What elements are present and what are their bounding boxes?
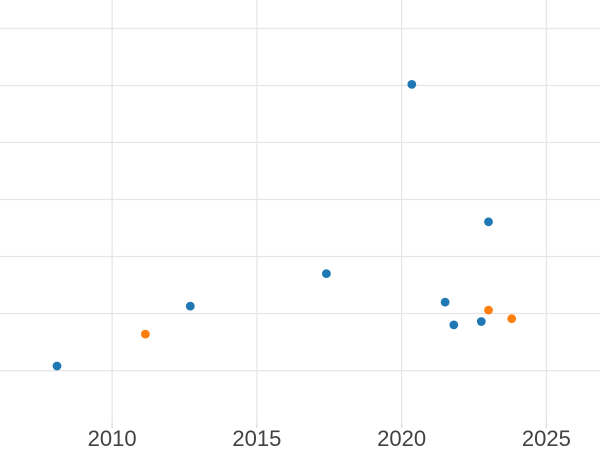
- data-point-series-blue: [407, 80, 417, 89]
- data-point-series-orange: [484, 305, 493, 315]
- data-point-series-blue: [484, 217, 493, 227]
- x-tick-label: 2015: [232, 426, 281, 450]
- x-tick-label: 2025: [522, 426, 571, 450]
- data-point-series-blue: [440, 297, 450, 307]
- x-tick-label: 2010: [88, 426, 137, 450]
- data-point-series-orange: [141, 329, 150, 339]
- data-point-series-blue: [449, 320, 459, 330]
- data-point-series-orange: [507, 314, 517, 324]
- data-point-series-blue: [322, 269, 331, 278]
- data-point-series-blue: [185, 301, 195, 311]
- data-point-series-blue: [476, 317, 486, 326]
- data-point-series-blue: [52, 361, 62, 371]
- x-tick-label: 2020: [377, 426, 426, 450]
